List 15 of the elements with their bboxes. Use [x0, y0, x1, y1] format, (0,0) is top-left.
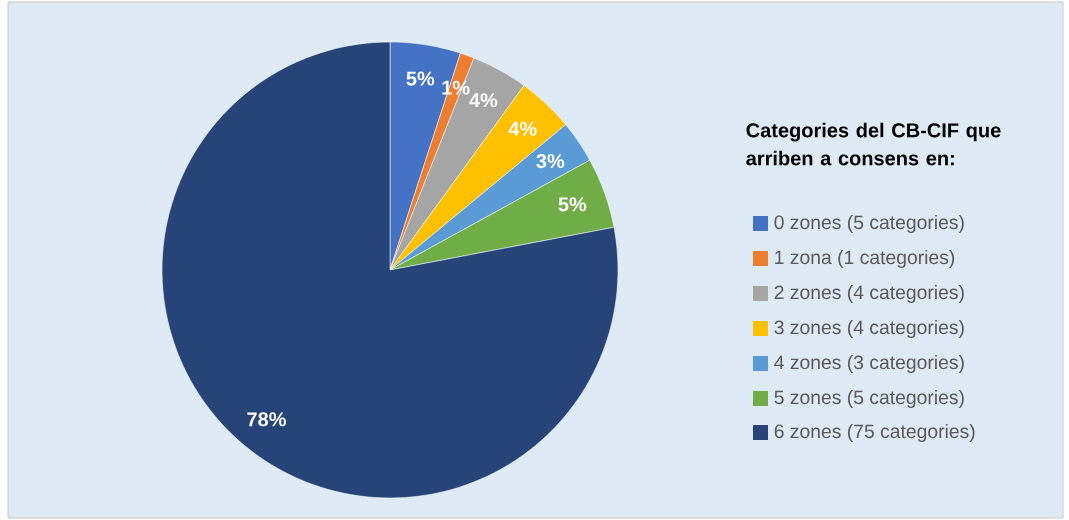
- data-label: 5%: [558, 197, 587, 212]
- data-label: 1%: [442, 80, 470, 95]
- legend-label: 3 zones (4 categories): [774, 319, 964, 338]
- data-label: 4%: [469, 93, 498, 108]
- legend-label: 2 zones (4 categories): [774, 284, 964, 303]
- legend-title: Categories del CB-CIF que arriben a consens en:: [746, 122, 1001, 166]
- legend-label: 0 zones (5 categories): [774, 214, 964, 233]
- data-label: 3%: [536, 153, 565, 169]
- legend-label: 6 zones (75 categories): [774, 423, 975, 442]
- legend-label: 5 zones (5 categories): [774, 389, 964, 408]
- legend-label: 1 zona (1 categories): [775, 249, 955, 268]
- data-label: 4%: [508, 121, 537, 136]
- legend-label: 4 zones (3 categories): [774, 354, 964, 373]
- data-label: 5%: [406, 71, 435, 86]
- data-label: 78%: [247, 412, 286, 427]
